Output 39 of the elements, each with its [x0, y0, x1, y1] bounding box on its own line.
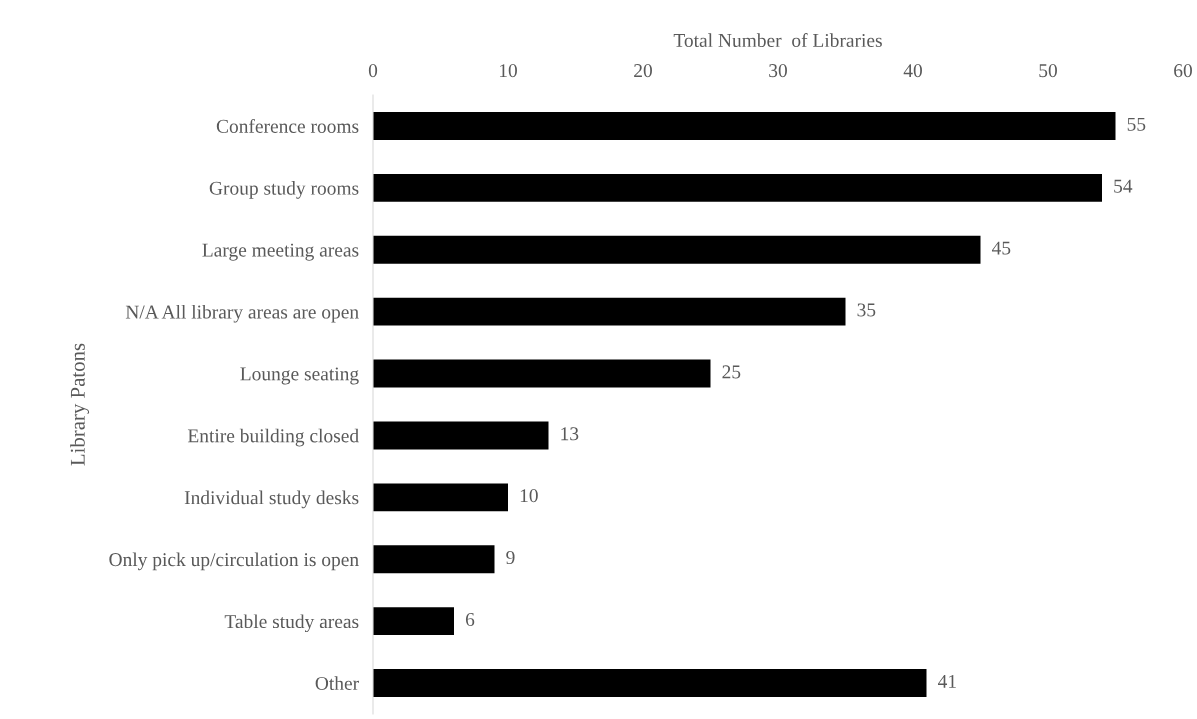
bar	[373, 235, 981, 264]
bar	[373, 483, 508, 512]
x-tick-label: 40	[903, 64, 922, 78]
data-label: 6	[465, 612, 475, 627]
x-tick-label: 10	[499, 64, 517, 78]
bar	[373, 359, 711, 388]
bar	[373, 669, 927, 697]
bar	[373, 607, 454, 636]
x-tick-label: 60	[1174, 64, 1192, 78]
data-label: 35	[857, 303, 876, 317]
x-tick-label: 30	[769, 64, 787, 78]
y-tick-label: Large meeting areas	[202, 243, 359, 261]
x-tick-label: 0	[368, 64, 378, 78]
bar	[373, 545, 495, 574]
data-label: 45	[991, 241, 1011, 255]
y-tick-label: Individual study desks	[184, 490, 359, 509]
y-tick-label: Other	[315, 676, 359, 690]
x-axis-title: Total Number of Libraries	[673, 33, 882, 47]
y-tick-label: Group study rooms	[209, 181, 359, 199]
y-axis-title: Library Patons	[70, 343, 90, 466]
bar	[373, 173, 1102, 202]
y-tick-label: N/A All library areas are open	[125, 304, 359, 323]
data-label: 41	[937, 674, 956, 688]
x-tick-label: 20	[634, 64, 652, 78]
data-label: 54	[1114, 179, 1133, 193]
data-label: 13	[561, 427, 579, 441]
data-label: 9	[506, 551, 515, 565]
bar	[373, 112, 1116, 140]
y-tick-label: Conference rooms	[216, 119, 359, 133]
y-tick-label: Table study areas	[224, 614, 359, 633]
bar	[373, 297, 846, 326]
bar	[373, 421, 549, 450]
data-label: 55	[1127, 117, 1146, 131]
y-tick-label: Entire building closed	[187, 428, 359, 447]
y-tick-label: Only pick up/circulation is open	[109, 552, 359, 571]
data-label: 10	[520, 489, 538, 503]
data-label: 25	[722, 365, 741, 379]
y-tick-label: Lounge seating	[240, 367, 359, 385]
x-tick-label: 50	[1039, 64, 1057, 78]
